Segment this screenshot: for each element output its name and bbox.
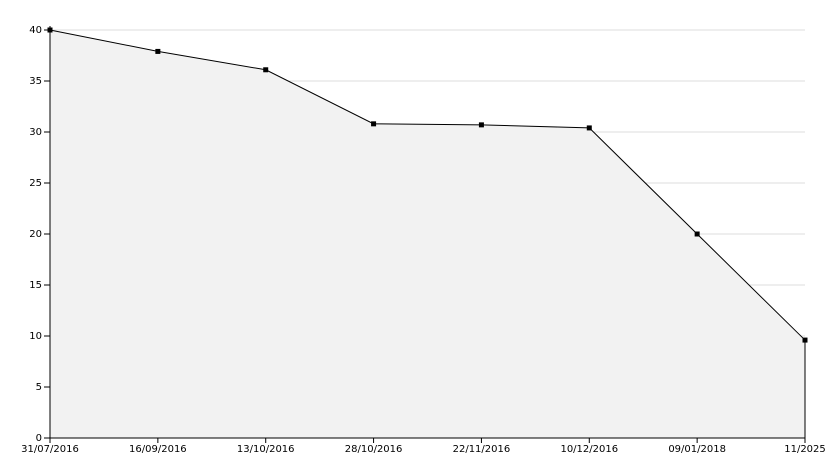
y-tick-label: 30	[29, 127, 42, 138]
area	[50, 30, 805, 438]
point	[478, 122, 484, 128]
y-tick-label: 20	[29, 229, 42, 240]
point	[694, 231, 700, 237]
y-tick-label: 0	[36, 433, 42, 444]
y-tick-label: 40	[29, 25, 42, 36]
y-tick-label: 15	[29, 280, 42, 291]
line	[49, 29, 806, 341]
x-tick-label: 11/2025	[784, 444, 826, 455]
point	[802, 337, 808, 343]
x-tick-label: 16/09/2016	[129, 444, 187, 455]
x-tick-label: 28/10/2016	[345, 444, 403, 455]
point	[263, 67, 269, 73]
y-tick-label: 35	[29, 76, 42, 87]
x-tick-label: 13/10/2016	[237, 444, 295, 455]
point	[155, 48, 161, 54]
x-tick-label: 09/01/2018	[668, 444, 726, 455]
y-tick-label: 10	[29, 331, 42, 342]
x-tick-label: 31/07/2016	[21, 444, 79, 455]
x-tick-label: 22/11/2016	[453, 444, 511, 455]
y-tick-label: 5	[36, 382, 42, 393]
point	[371, 121, 377, 127]
point	[586, 125, 592, 131]
x-tick-label: 10/12/2016	[560, 444, 618, 455]
y-tick-label: 25	[29, 178, 42, 189]
